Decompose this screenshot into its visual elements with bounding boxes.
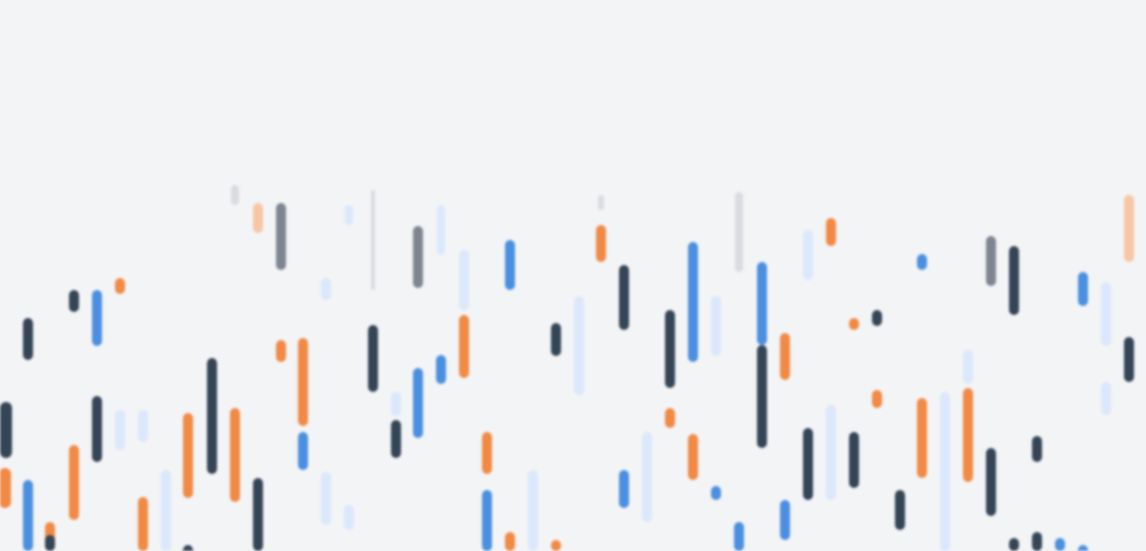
decorative-bar [138,497,148,551]
decorative-bar [23,318,33,360]
decorative-bar [619,265,629,330]
decorative-bar [849,318,859,330]
decorative-bar [23,480,33,551]
decorative-bar [161,470,171,551]
decorative-bar [1078,545,1088,551]
decorative-bar [596,225,606,262]
decorative-bar [963,388,973,482]
decorative-bar [757,345,767,448]
decorative-bar [711,296,721,356]
decorative-bar [826,405,836,500]
decorative-bar [872,390,882,408]
decorative-bar [0,468,11,508]
decorative-bar [642,432,652,522]
decorative-bar [1032,436,1042,462]
decorative-bar [917,398,927,478]
decorative-bar [780,333,790,380]
decorative-bar [459,315,469,378]
decorative-bar [963,350,973,384]
decorative-bar [803,428,813,500]
decorative-bar [253,478,263,551]
decorative-bar [1009,538,1019,551]
decorative-bar [344,505,354,530]
decorative-bar [665,310,675,388]
decorative-bar [574,296,584,395]
decorative-bar [69,445,79,520]
decorative-bar [321,472,331,525]
decorative-bar [391,420,401,458]
decorative-bar [986,448,996,516]
decorative-bar [253,203,263,233]
decorative-bar [276,340,286,362]
decorative-bar [1009,246,1019,315]
decorative-bar [391,392,401,416]
decorative-bar [138,410,148,442]
decorative-bar [665,408,675,428]
decorative-bar [345,205,353,225]
decorative-bar [872,310,882,326]
decorative-bar [413,368,423,438]
decorative-bar [1101,382,1111,415]
decorative-bar [231,185,239,205]
decorative-bar [528,470,538,551]
decorative-bar [735,192,743,272]
decorative-bar [92,290,102,346]
decorative-bar [826,218,836,246]
decorative-bar [183,413,193,498]
decorative-bar [757,262,767,345]
decorative-bar [230,408,240,502]
decorative-bar [115,410,125,450]
decorative-bar [505,532,515,551]
decorative-bar [551,323,561,356]
decorative-bar [413,226,423,288]
decorative-bar [69,290,79,312]
decorative-bar [803,230,813,280]
decorative-bar [45,535,55,551]
decorative-bar [734,522,744,551]
decorative-bar [1124,195,1134,262]
decorative-bar [551,540,561,551]
decorative-bar [298,338,308,426]
decorative-bar [780,500,790,540]
decorative-bar [505,240,515,290]
decorative-bar [1124,337,1134,382]
decorative-bar [276,203,286,270]
decorative-bar [688,434,698,480]
decorative-bar [482,490,492,551]
decorative-bar [849,432,859,488]
decorative-bar [1101,282,1111,346]
decorative-bar [115,278,125,294]
decorative-bar [619,470,629,508]
decorative-bar [298,432,308,470]
decorative-bar [917,254,927,270]
decorative-bar [711,486,721,500]
decorative-bar [92,396,102,462]
decorative-bar [1055,538,1065,551]
decorative-bar [437,205,445,255]
decorative-bar [986,236,996,286]
decorative-bar [1032,532,1042,551]
decorative-bar [436,355,446,384]
decorative-bar [321,278,331,300]
decorative-bar [940,392,950,551]
decorative-bar [183,545,193,551]
decorative-bar [207,358,217,474]
decorative-bar [368,325,378,392]
decorative-bar [895,490,905,530]
decorative-bar [598,195,604,210]
decorative-bar [688,242,698,362]
decorative-bar [371,190,375,290]
decorative-bar [482,432,492,474]
decorative-bar [1078,272,1088,306]
decorative-bar [0,402,12,458]
decorative-bar [459,250,469,310]
